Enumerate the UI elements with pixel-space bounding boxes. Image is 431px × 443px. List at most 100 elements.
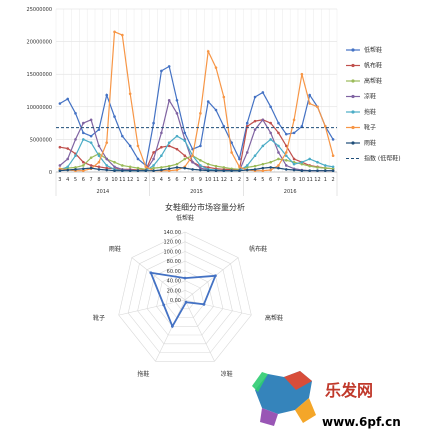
- data-point: [183, 131, 187, 135]
- data-point: [214, 169, 218, 172]
- data-point: [245, 166, 249, 169]
- data-point: [128, 92, 132, 96]
- y-tick-label: 20000000: [27, 40, 52, 46]
- x-tick-label: 11: [306, 177, 312, 183]
- data-point: [191, 168, 194, 171]
- data-point: [331, 165, 335, 169]
- data-point: [277, 157, 280, 161]
- data-point: [253, 128, 257, 131]
- x-tick-label: 7: [183, 177, 186, 183]
- data-point: [82, 167, 85, 171]
- data-point: [152, 151, 155, 154]
- data-point: [175, 134, 179, 138]
- data-point: [308, 157, 311, 161]
- radar-spoke: [118, 299, 186, 316]
- data-point: [175, 166, 179, 169]
- data-point: [230, 141, 233, 144]
- data-point: [331, 169, 335, 172]
- data-point: [128, 165, 132, 169]
- data-point: [300, 160, 304, 164]
- data-point: [167, 98, 171, 102]
- data-point: [308, 102, 311, 105]
- data-point: [222, 125, 226, 128]
- data-point: [261, 118, 265, 122]
- data-point: [191, 154, 194, 157]
- data-point: [160, 168, 163, 172]
- legend-label: 靴子: [364, 124, 376, 132]
- data-point: [284, 158, 288, 162]
- data-point: [214, 108, 218, 112]
- data-point: [97, 144, 101, 148]
- data-point: [277, 121, 280, 125]
- data-point: [284, 164, 288, 167]
- data-point: [152, 164, 155, 167]
- data-point: [82, 169, 85, 172]
- legend-marker: [351, 141, 355, 145]
- data-point: [191, 160, 194, 164]
- data-point: [230, 169, 233, 172]
- data-point: [74, 154, 77, 157]
- data-point: [121, 134, 124, 138]
- radar-tick-label: 0.00: [170, 298, 181, 304]
- data-point: [323, 169, 327, 172]
- legend-label: 低帮鞋: [364, 46, 382, 54]
- data-point: [206, 169, 210, 172]
- data-point: [58, 169, 62, 172]
- radar-axis-label: 高帮鞋: [265, 314, 283, 322]
- radar-spoke: [184, 299, 215, 362]
- series-line-4: [59, 135, 334, 172]
- y-tick-label: 0: [49, 170, 52, 176]
- x-tick-label: 10: [299, 177, 305, 183]
- data-point: [230, 151, 233, 154]
- data-point: [128, 144, 132, 148]
- data-point: [167, 169, 171, 172]
- x-tick-label: 2: [238, 177, 241, 183]
- legend-label: 指数 (低帮鞋): [364, 155, 401, 163]
- radar-spoke: [184, 299, 252, 316]
- data-point: [245, 164, 249, 167]
- data-point: [214, 66, 218, 69]
- data-point: [292, 162, 296, 166]
- data-point: [300, 72, 304, 76]
- series-line-5: [59, 30, 334, 172]
- data-point: [292, 157, 296, 161]
- data-point: [105, 141, 109, 144]
- data-point: [105, 157, 109, 161]
- x-tick-label: 9: [292, 177, 295, 183]
- data-point: [74, 112, 77, 115]
- data-point: [66, 97, 70, 101]
- data-point: [269, 138, 272, 141]
- data-point: [269, 105, 272, 109]
- x-tick-label: 10: [205, 177, 211, 183]
- y-tick-label: 5000000: [30, 137, 52, 143]
- x-tick-label: 3: [58, 177, 61, 183]
- radar-tick-label: 60.00: [167, 269, 181, 275]
- x-tick-label: 1: [230, 177, 233, 183]
- radar-ring: [165, 280, 205, 318]
- data-point: [316, 166, 319, 169]
- radar-spoke: [155, 299, 186, 362]
- data-point: [277, 166, 280, 170]
- radar-spoke: [131, 257, 186, 301]
- radar-point: [170, 324, 174, 328]
- data-point: [308, 93, 311, 97]
- data-point: [206, 166, 210, 169]
- radar-point: [213, 274, 217, 278]
- data-point: [105, 93, 109, 97]
- data-point: [152, 166, 155, 170]
- data-point: [105, 168, 109, 172]
- data-point: [175, 162, 179, 166]
- data-point: [97, 165, 101, 169]
- radar-ring: [137, 251, 233, 345]
- x-tick-label: 1: [136, 177, 139, 183]
- data-point: [308, 164, 311, 168]
- data-point: [261, 162, 265, 166]
- x-tick-label: 2: [144, 177, 147, 183]
- data-point: [261, 91, 265, 94]
- data-point: [89, 156, 93, 159]
- y-tick-label: 25000000: [27, 7, 52, 13]
- x-year-label: 2016: [284, 189, 297, 195]
- data-point: [113, 165, 116, 169]
- bull-leg-icon: [260, 408, 278, 426]
- x-tick-label: 9: [199, 177, 202, 183]
